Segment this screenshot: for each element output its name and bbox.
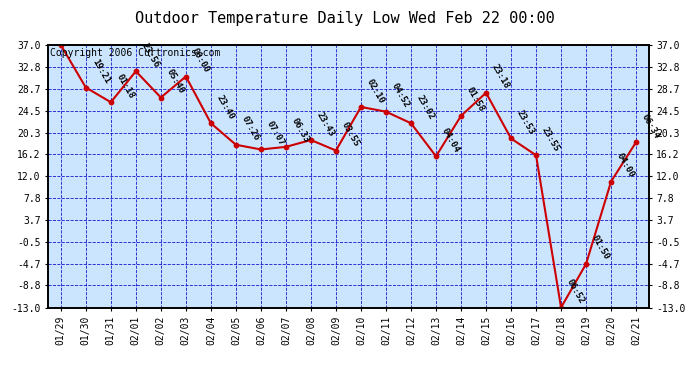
Point [255, 147, 266, 153]
Point [280, 144, 291, 150]
Text: 07:07: 07:07 [265, 120, 286, 147]
Text: 01:58: 01:58 [465, 86, 486, 114]
Text: 01:50: 01:50 [590, 234, 611, 262]
Point [555, 304, 566, 310]
Point [106, 99, 117, 105]
Point [306, 137, 317, 143]
Text: 07:26: 07:26 [240, 115, 262, 142]
Text: 04:04: 04:04 [440, 126, 462, 154]
Point [580, 261, 591, 267]
Text: 23:02: 23:02 [415, 93, 436, 121]
Point [331, 147, 342, 153]
Point [55, 42, 66, 48]
Text: 06:52: 06:52 [565, 278, 586, 305]
Point [455, 113, 466, 119]
Text: 02:10: 02:10 [365, 77, 386, 105]
Text: 23:56: 23:56 [140, 41, 161, 69]
Point [431, 153, 442, 159]
Text: 04:52: 04:52 [390, 82, 411, 110]
Text: 23:18: 23:18 [490, 63, 511, 91]
Point [355, 104, 366, 110]
Text: 23:43: 23:43 [315, 110, 336, 138]
Text: 05:40: 05:40 [165, 68, 186, 95]
Point [206, 120, 217, 126]
Text: 03:55: 03:55 [340, 121, 362, 148]
Text: Copyright 2006 Curtronics.com: Copyright 2006 Curtronics.com [50, 48, 220, 58]
Point [80, 84, 91, 90]
Text: 23:53: 23:53 [515, 108, 536, 136]
Text: 01:18: 01:18 [115, 72, 136, 100]
Text: 19:21: 19:21 [90, 58, 111, 86]
Text: 23:40: 23:40 [215, 93, 236, 121]
Text: 23:55: 23:55 [540, 125, 562, 153]
Point [480, 90, 491, 96]
Point [130, 68, 141, 74]
Text: Outdoor Temperature Daily Low Wed Feb 22 00:00: Outdoor Temperature Daily Low Wed Feb 22… [135, 11, 555, 26]
Point [180, 74, 191, 80]
Point [155, 94, 166, 100]
Point [531, 152, 542, 158]
Point [631, 139, 642, 145]
Point [406, 120, 417, 126]
Point [606, 178, 617, 184]
Text: 06:33: 06:33 [290, 117, 311, 145]
Text: 00:00: 00:00 [190, 46, 211, 74]
Text: 04:00: 04:00 [615, 152, 636, 179]
Point [230, 142, 241, 148]
Point [380, 109, 391, 115]
Point [506, 135, 517, 141]
Text: 06:34: 06:34 [640, 112, 662, 140]
